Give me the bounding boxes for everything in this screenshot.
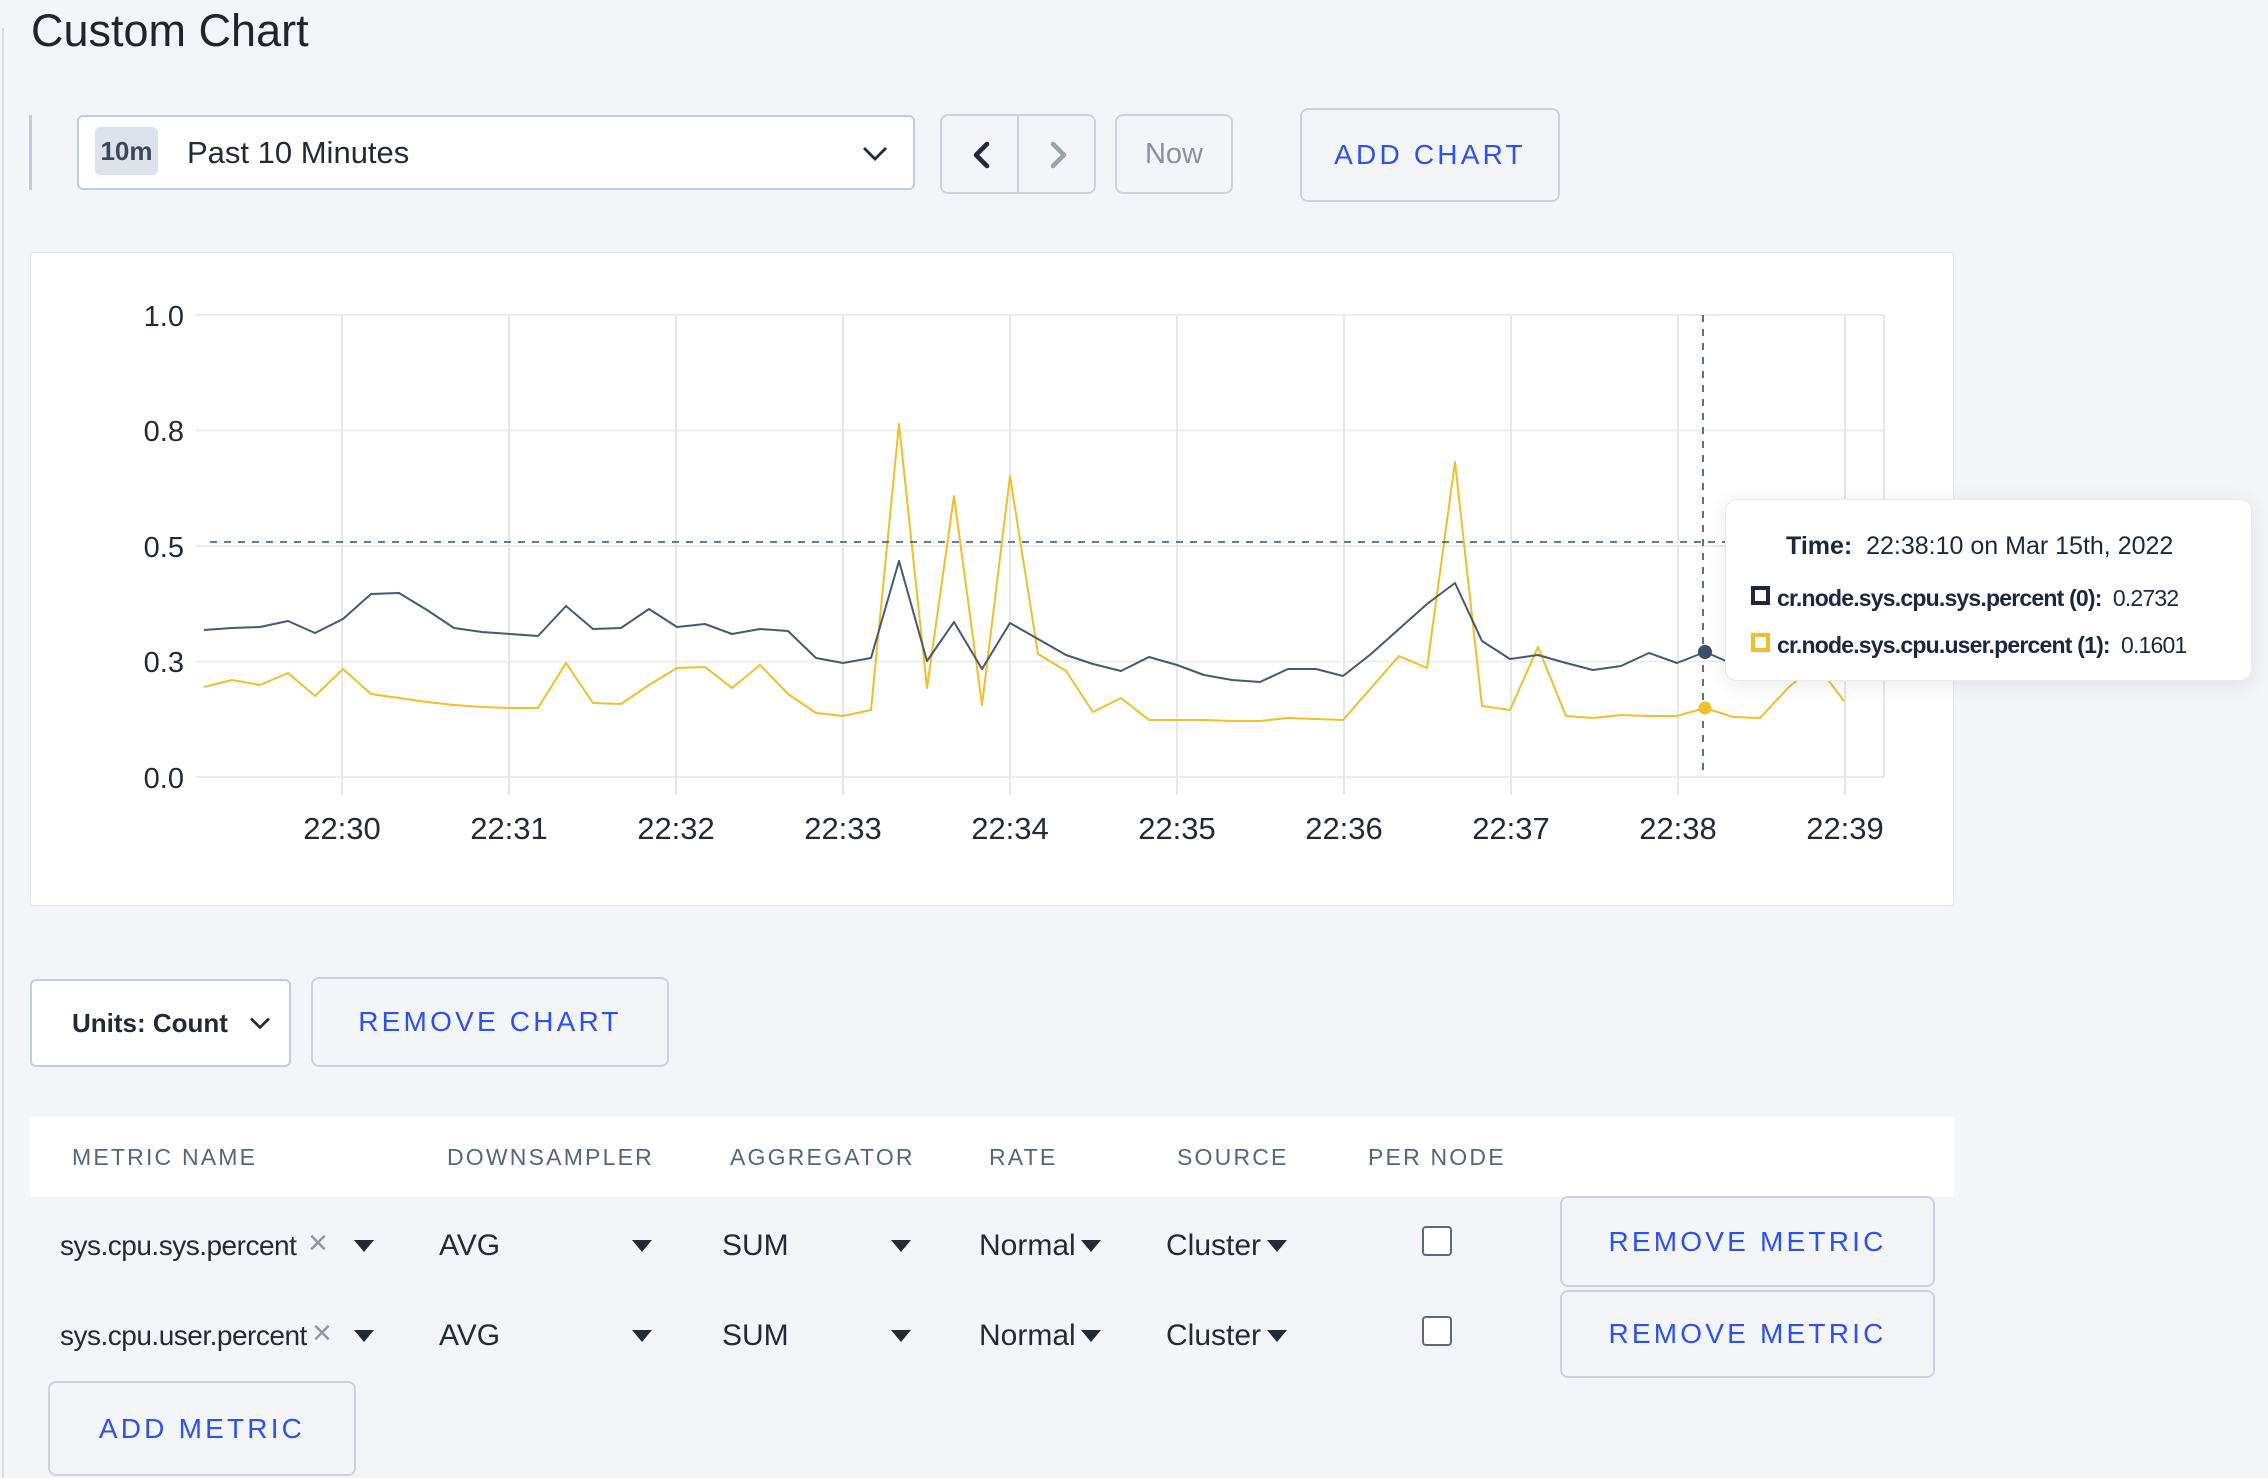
svg-text:22:38: 22:38 — [1639, 811, 1717, 846]
svg-text:22:31: 22:31 — [470, 811, 548, 846]
svg-text:0.0: 0.0 — [144, 763, 184, 795]
svg-text:22:30: 22:30 — [303, 811, 381, 846]
svg-text:1.0: 1.0 — [144, 301, 184, 333]
svg-text:0.5: 0.5 — [144, 532, 184, 564]
svg-text:22:37: 22:37 — [1472, 811, 1550, 846]
svg-text:22:34: 22:34 — [971, 811, 1049, 846]
svg-text:22:36: 22:36 — [1305, 811, 1383, 846]
svg-text:22:35: 22:35 — [1138, 811, 1216, 846]
svg-text:22:32: 22:32 — [637, 811, 715, 846]
svg-text:0.8: 0.8 — [144, 416, 184, 448]
svg-text:22:33: 22:33 — [804, 811, 882, 846]
svg-text:0.3: 0.3 — [144, 647, 184, 679]
svg-text:22:39: 22:39 — [1806, 811, 1884, 846]
